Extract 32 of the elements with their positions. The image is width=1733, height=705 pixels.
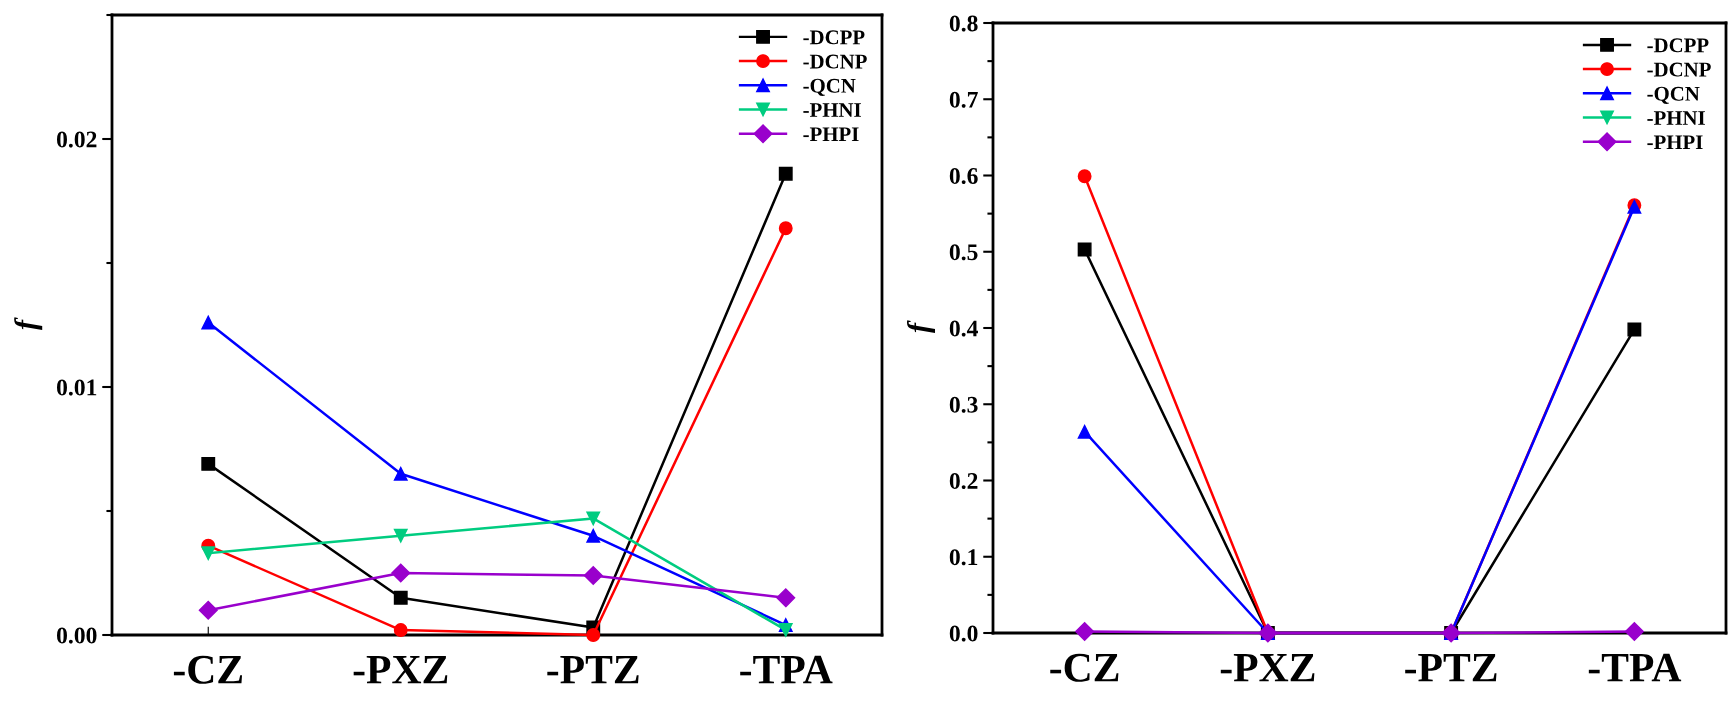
y-tick-label: 0.5 <box>949 244 978 261</box>
legend-label: -DCNP <box>1647 62 1711 77</box>
x-tick-label: -PXZ <box>353 656 448 684</box>
x-tick-label: -PXZ <box>1220 654 1315 682</box>
legend-label: -PHNI <box>803 103 861 117</box>
y-tick-label: 0.8 <box>949 15 978 32</box>
legend-label: -DCNP <box>803 54 867 69</box>
x-tick-label: -TPA <box>1588 653 1682 682</box>
y-axis-title: f <box>906 320 936 334</box>
y-tick-label: 0.00 <box>57 627 97 644</box>
legend-label: -PHPI <box>803 127 859 142</box>
x-tick-label: -PTZ <box>1405 654 1497 682</box>
legend-label: -PHPI <box>1647 135 1703 150</box>
y-tick-label: 0.1 <box>949 549 978 566</box>
x-tick-label: -CZ <box>1050 653 1119 682</box>
y-tick-label: 0.3 <box>949 396 978 413</box>
legend-label: -QCN <box>1647 86 1700 104</box>
y-tick-label: 0.6 <box>949 167 978 185</box>
legend-label: -PHNI <box>1647 111 1705 125</box>
y-tick-label: 0.0 <box>949 625 978 642</box>
y-tick-label: 0.02 <box>57 131 97 148</box>
y-tick-label: 0.01 <box>57 379 97 396</box>
y-axis-title: f <box>14 317 43 331</box>
legend-label: -DCPP <box>803 30 865 45</box>
y-tick-label: 0.7 <box>949 91 978 108</box>
y-tick-label: 0.2 <box>949 472 978 490</box>
legend-label: -QCN <box>803 78 856 96</box>
x-tick-label: -TPA <box>740 655 833 684</box>
x-tick-label: -PTZ <box>547 656 639 684</box>
y-tick-label: 0.4 <box>949 320 978 337</box>
legend-label: -DCPP <box>1647 38 1709 53</box>
x-tick-label: -CZ <box>173 655 243 684</box>
